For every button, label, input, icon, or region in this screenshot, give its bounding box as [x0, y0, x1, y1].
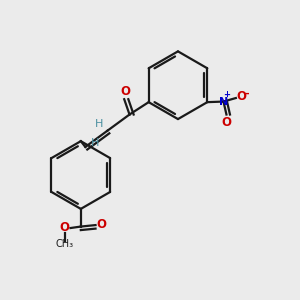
Text: +: + — [223, 90, 230, 99]
Text: O: O — [237, 90, 247, 103]
Text: O: O — [96, 218, 106, 231]
Text: CH₃: CH₃ — [56, 239, 74, 249]
Text: O: O — [60, 221, 70, 234]
Text: O: O — [121, 85, 131, 98]
Text: N: N — [219, 97, 228, 106]
Text: H: H — [95, 119, 103, 129]
Text: -: - — [245, 88, 249, 98]
Text: O: O — [221, 116, 231, 129]
Text: H: H — [91, 138, 99, 148]
